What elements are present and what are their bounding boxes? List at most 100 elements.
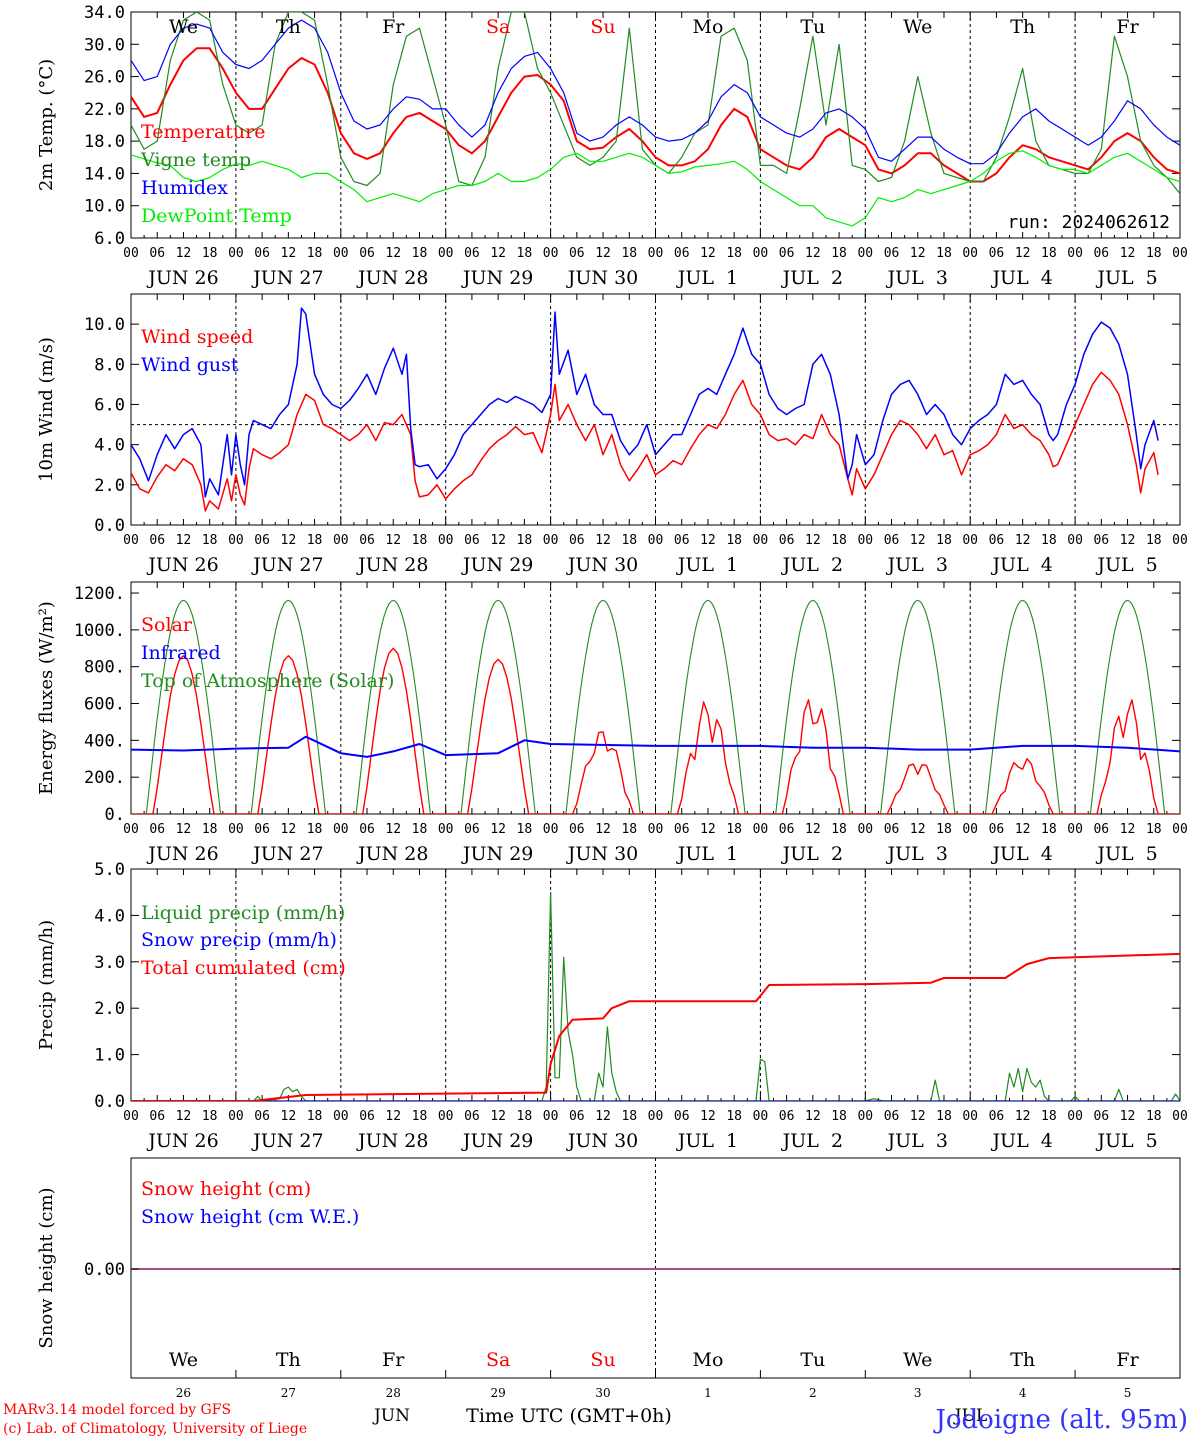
hour-tick-label: 00 (753, 822, 769, 837)
hour-tick-label: 00 (333, 246, 349, 261)
weekday-label-bottom: Th (1010, 1349, 1035, 1371)
day-label: JUN 26 (146, 1130, 218, 1152)
legend-entry: Solar (141, 614, 193, 636)
day-label: JUL 4 (990, 267, 1052, 289)
hour-tick-label: 18 (1041, 1109, 1057, 1124)
hour-tick-label: 12 (1015, 246, 1031, 261)
y-tick-label: 3.0 (94, 953, 125, 973)
y-tick-label: 26.0 (84, 68, 125, 88)
hour-tick-label: 06 (779, 1109, 795, 1124)
panel-1: 00 06 12 18 00 06 12 18 00 06 12 18 00 06 12 18 00 06 12 18… (36, 3, 1188, 289)
hour-tick-label: 06 (254, 1109, 270, 1124)
y-tick-label: 22.0 (84, 100, 125, 120)
weekday-label: Mo (692, 16, 723, 38)
day-label: JUL 1 (676, 1130, 738, 1152)
hour-tick-label: 18 (517, 822, 533, 837)
hour-tick-label: 00 (438, 822, 454, 837)
hour-tick-label: 12 (805, 246, 821, 261)
hour-tick-label: 12 (490, 1109, 506, 1124)
weekday-label: We (903, 16, 932, 38)
hour-tick-label: 18 (831, 533, 847, 548)
hour-tick-label: 18 (1041, 822, 1057, 837)
hour-tick-label: 18 (517, 1109, 533, 1124)
hour-tick-label: 06 (1093, 533, 1109, 548)
hour-tick-label: 18 (621, 1109, 637, 1124)
hour-tick-label: 00 (648, 533, 664, 548)
station-name: Jodoigne (alt. 95m) (932, 1405, 1188, 1435)
hour-tick-label: 00 (123, 246, 139, 261)
hour-tick-label: 06 (254, 246, 270, 261)
hour-tick-label: 12 (595, 533, 611, 548)
y-tick-label: 6.0 (94, 395, 125, 415)
weekday-label: Fr (382, 16, 405, 38)
hour-tick-label: 00 (753, 533, 769, 548)
weekday-label: We (169, 16, 198, 38)
y-tick-label: 600. (84, 695, 125, 715)
weekday-label: Tu (800, 16, 825, 38)
day-label: JUN 27 (251, 843, 323, 865)
hour-tick-label: 12 (595, 1109, 611, 1124)
plot-area (131, 12, 1180, 227)
hour-tick-label: 00 (438, 1109, 454, 1124)
hour-tick-label: 00 (648, 822, 664, 837)
series-liquid-precip-mm-h- (131, 891, 1180, 1101)
hour-tick-label: 18 (307, 822, 323, 837)
day-number: 28 (386, 1386, 401, 1400)
hour-tick-label: 06 (569, 533, 585, 548)
y-tick-label: 4.0 (94, 436, 125, 456)
hour-tick-label: 12 (805, 1109, 821, 1124)
hour-tick-label: 18 (202, 822, 218, 837)
y-tick-label: 0.00 (84, 1260, 125, 1280)
hour-tick-label: 18 (1041, 533, 1057, 548)
lab-credit: (c) Lab. of Climatology, University of L… (3, 1421, 307, 1437)
y-tick-label: 200. (84, 768, 125, 788)
hour-tick-label: 00 (1172, 533, 1188, 548)
series-temperature (131, 47, 1180, 183)
hour-tick-label: 12 (385, 246, 401, 261)
hour-tick-label: 00 (1172, 822, 1188, 837)
hour-tick-label: 06 (359, 1109, 375, 1124)
hour-tick-label: 00 (228, 246, 244, 261)
day-label: JUN 27 (251, 554, 323, 576)
weekday-label-bottom: We (169, 1349, 198, 1371)
hour-tick-label: 18 (621, 246, 637, 261)
hour-tick-label: 00 (123, 822, 139, 837)
day-number: 26 (176, 1386, 191, 1400)
day-label: JUL 4 (990, 843, 1052, 865)
hour-tick-label: 06 (359, 246, 375, 261)
series-infrared (131, 735, 1180, 758)
hour-tick-label: 12 (385, 533, 401, 548)
hour-tick-label: 12 (385, 822, 401, 837)
legend-entry: Infrared (141, 642, 221, 664)
y-tick-label: 6.0 (94, 229, 125, 249)
y-tick-label: 10.0 (84, 315, 125, 335)
hour-tick-label: 06 (569, 822, 585, 837)
legend-entry: Wind speed (141, 326, 253, 348)
hour-tick-label: 18 (307, 1109, 323, 1124)
day-label: JUL 5 (1095, 267, 1157, 289)
y-tick-label: 34.0 (84, 3, 125, 23)
day-label: JUL 2 (781, 1130, 843, 1152)
hour-tick-label: 12 (385, 1109, 401, 1124)
hour-tick-label: 18 (517, 533, 533, 548)
hour-tick-label: 00 (962, 1109, 978, 1124)
hour-tick-label: 12 (1015, 533, 1031, 548)
y-tick-label: 14.0 (84, 164, 125, 184)
legend-entry: DewPoint Temp (141, 205, 292, 227)
day-label: JUL 3 (886, 843, 948, 865)
hour-tick-label: 12 (700, 1109, 716, 1124)
hour-tick-label: 00 (333, 822, 349, 837)
plot-area (131, 891, 1180, 1101)
series-dewpoint-temp (131, 150, 1180, 227)
hour-tick-label: 18 (517, 246, 533, 261)
month-label-jul: JUL (953, 1406, 987, 1426)
weekday-label: Th (1010, 16, 1035, 38)
hour-tick-label: 12 (910, 1109, 926, 1124)
hour-tick-label: 06 (1093, 1109, 1109, 1124)
hour-tick-label: 06 (884, 822, 900, 837)
hour-tick-label: 12 (281, 533, 297, 548)
hour-tick-label: 00 (333, 533, 349, 548)
hour-tick-label: 12 (700, 246, 716, 261)
hour-tick-label: 18 (307, 246, 323, 261)
hour-tick-label: 00 (753, 1109, 769, 1124)
